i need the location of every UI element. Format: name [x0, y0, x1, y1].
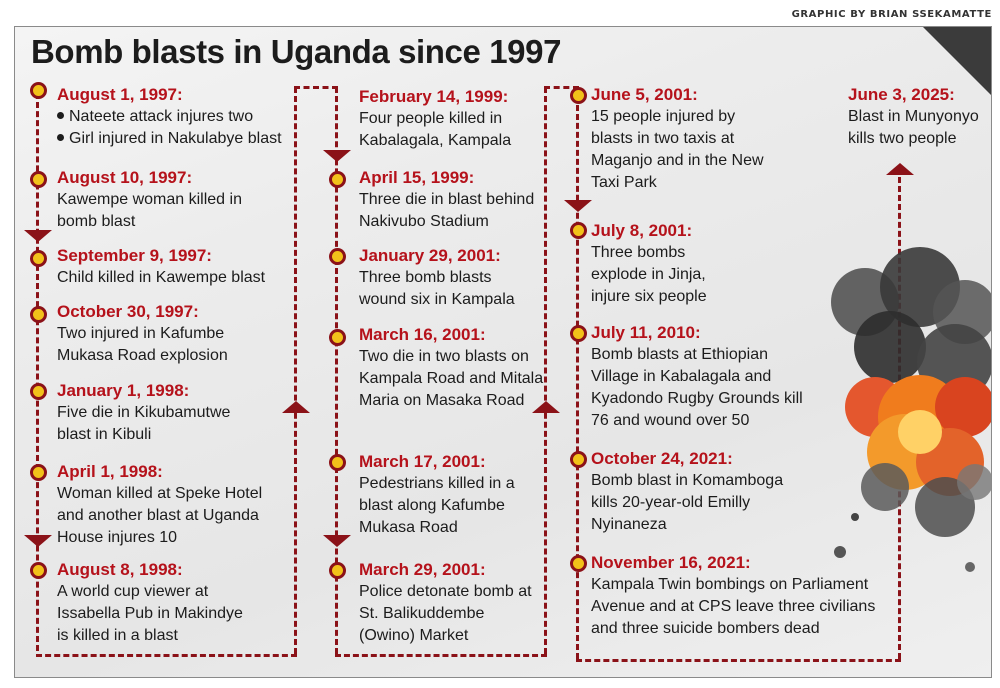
timeline-event: March 16, 2001: Two die in two blasts on…: [359, 324, 545, 412]
event-description: Two injured in Kafumbe Mukasa Road explo…: [57, 325, 228, 364]
event-date: June 3, 2025:: [848, 85, 955, 104]
event-date: January 29, 2001:: [359, 246, 501, 265]
event-description: Five die in Kikubamutwe blast in Kibuli: [57, 404, 231, 443]
timeline-marker: [570, 451, 587, 468]
timeline-line-col2: [335, 87, 338, 654]
event-date: July 8, 2001:: [591, 221, 693, 240]
event-description: Kampala Twin bombings on Parliament Aven…: [591, 576, 876, 637]
timeline-event: February 14, 1999: Four people killed in…: [359, 86, 539, 152]
timeline-event: November 16, 2021: Kampala Twin bombings…: [591, 552, 887, 640]
timeline-marker: [570, 222, 587, 239]
timeline-line-col1: [36, 93, 39, 651]
arrow-up-icon: [532, 401, 560, 413]
timeline-event: March 17, 2001: Pedestrians killed in a …: [359, 451, 539, 539]
infographic-panel: Bomb blasts in Uganda since 1997: [14, 26, 992, 678]
event-description: Three die in blast behind Nakivubo Stadi…: [359, 191, 535, 230]
timeline-marker: [329, 171, 346, 188]
timeline-marker: [329, 562, 346, 579]
page-title: Bomb blasts in Uganda since 1997: [31, 33, 562, 70]
arrow-down-icon: [24, 535, 52, 547]
timeline-marker: [570, 87, 587, 104]
event-date: February 14, 1999:: [359, 87, 509, 106]
event-description: Bomb blasts at Ethiopian Village in Kaba…: [591, 346, 803, 429]
timeline-event: April 15, 1999: Three die in blast behin…: [359, 167, 545, 233]
event-description: Pedestrians killed in a blast along Kafu…: [359, 475, 515, 536]
timeline-marker: [570, 325, 587, 342]
event-date: March 16, 2001:: [359, 325, 486, 344]
timeline-connector-2-3-top: [544, 86, 579, 89]
timeline-event: August 10, 1997: Kawempe woman killed in…: [57, 167, 273, 233]
timeline-event: July 8, 2001: Three bombs explode in Jin…: [591, 220, 741, 308]
event-description: Police detonate bomb at St. Balikuddembe…: [359, 583, 532, 644]
explosion-illustration: [831, 247, 991, 572]
arrow-up-icon: [282, 401, 310, 413]
arrow-down-icon: [564, 200, 592, 212]
arrow-down-icon: [323, 535, 351, 547]
event-date: April 1, 1998:: [57, 462, 163, 481]
timeline-connector-2-3-up: [544, 87, 547, 654]
arrow-up-icon: [886, 163, 914, 175]
event-description: Bomb blast in Komamboga kills 20-year-ol…: [591, 472, 784, 533]
event-description: Woman killed at Speke Hotel and another …: [57, 485, 263, 546]
timeline-event: September 9, 1997: Child killed in Kawem…: [57, 245, 293, 289]
timeline-marker: [30, 306, 47, 323]
timeline-connector-1-2-up: [294, 87, 297, 654]
timeline-marker: [30, 383, 47, 400]
timeline-event: October 24, 2021: Bomb blast in Komambog…: [591, 448, 791, 536]
page-corner-decoration: [923, 27, 991, 95]
timeline-marker: [570, 555, 587, 572]
event-description: Three bomb blasts wound six in Kampala: [359, 269, 515, 308]
timeline-marker: [30, 250, 47, 267]
timeline-event: October 30, 1997: Two injured in Kafumbe…: [57, 301, 257, 367]
event-description: Kawempe woman killed in bomb blast: [57, 191, 242, 230]
event-date: August 10, 1997:: [57, 168, 193, 187]
timeline-marker: [329, 329, 346, 346]
event-date: August 8, 1998:: [57, 560, 183, 579]
event-date: October 24, 2021:: [591, 449, 733, 468]
timeline-event: April 1, 1998: Woman killed at Speke Hot…: [57, 461, 283, 549]
timeline-marker: [30, 464, 47, 481]
timeline-event: March 29, 2001: Police detonate bomb at …: [359, 559, 535, 647]
event-date: July 11, 2010:: [591, 323, 701, 342]
timeline-event: August 1, 1997: Nateete attack injures t…: [57, 84, 293, 150]
event-date: September 9, 1997:: [57, 246, 212, 265]
event-date: January 1, 1998:: [57, 381, 190, 400]
event-description: Four people killed in Kabalagala, Kampal…: [359, 110, 512, 149]
event-date: March 17, 2001:: [359, 452, 486, 471]
timeline-connector-1-2-top: [294, 86, 338, 89]
event-date: October 30, 1997:: [57, 302, 199, 321]
timeline-connector-2-3-bottom: [335, 654, 547, 657]
timeline-marker: [329, 248, 346, 265]
event-date: November 16, 2021:: [591, 553, 751, 572]
timeline-connector-1-2-bottom: [36, 654, 297, 657]
event-description: 15 people injured by blasts in two taxis…: [591, 108, 764, 191]
arrow-down-icon: [24, 230, 52, 242]
event-date: April 15, 1999:: [359, 168, 475, 187]
graphic-credit: GRAPHIC BY BRIAN SSEKAMATTE: [791, 9, 992, 20]
event-date: March 29, 2001:: [359, 560, 486, 579]
event-description: Two die in two blasts on Kampala Road an…: [359, 348, 544, 409]
timeline-event: June 3, 2025: Blast in Munyonyo kills tw…: [848, 84, 982, 150]
timeline-event: June 5, 2001: 15 people injured by blast…: [591, 84, 771, 194]
event-description: Blast in Munyonyo kills two people: [848, 108, 979, 147]
arrow-down-icon: [323, 150, 351, 162]
event-date: June 5, 2001:: [591, 85, 698, 104]
timeline-event: July 11, 2010: Bomb blasts at Ethiopian …: [591, 322, 803, 432]
timeline-marker: [30, 82, 47, 99]
timeline-line-col3: [576, 87, 579, 659]
event-item: Girl injured in Nakulabye blast: [57, 128, 293, 150]
event-description: A world cup viewer at Issabella Pub in M…: [57, 583, 243, 644]
timeline-connector-3-4-bottom: [576, 659, 901, 662]
timeline-marker: [30, 562, 47, 579]
timeline-event: January 1, 1998: Five die in Kikubamutwe…: [57, 380, 243, 446]
timeline-marker: [30, 171, 47, 188]
event-date: August 1, 1997:: [57, 85, 183, 104]
event-item: Nateete attack injures two: [57, 106, 293, 128]
timeline-marker: [329, 454, 346, 471]
event-description: Three bombs explode in Jinja, injure six…: [591, 244, 707, 305]
timeline-event: January 29, 2001: Three bomb blasts woun…: [359, 245, 539, 311]
timeline-event: August 8, 1998: A world cup viewer at Is…: [57, 559, 257, 647]
event-description: Child killed in Kawempe blast: [57, 269, 266, 286]
